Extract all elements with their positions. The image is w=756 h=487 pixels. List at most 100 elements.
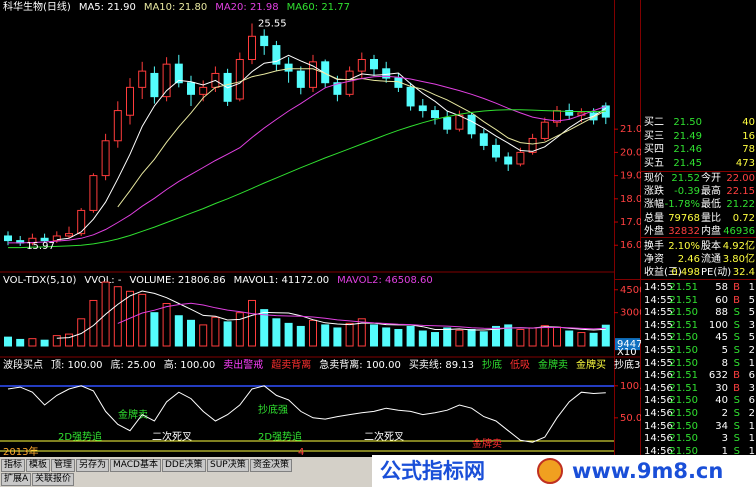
- quote-cell: 632: [708, 370, 728, 382]
- trade-row: 14:55 21.51 58 B 1: [641, 281, 756, 294]
- tab[interactable]: 另存为: [76, 459, 110, 472]
- y-tick-label: 100.0: [620, 381, 641, 392]
- header-text: MA60: 21.77: [287, 2, 350, 13]
- volume-bar: [150, 312, 159, 347]
- unit-label: X10: [617, 347, 637, 358]
- tab[interactable]: 模板: [26, 459, 51, 472]
- volume-bar: [52, 335, 61, 347]
- quote-cell: 涨幅: [644, 199, 664, 211]
- volume-bar: [4, 336, 12, 347]
- bid-row: 买四 21.46 78: [641, 143, 756, 156]
- quote-cell: S: [733, 319, 740, 331]
- quote-cell: 1: [748, 282, 755, 293]
- quote-cell: B: [733, 294, 740, 306]
- tab[interactable]: 资金决策: [250, 459, 293, 472]
- header-text: 抄底: [482, 358, 502, 371]
- tab[interactable]: DDE决策: [162, 459, 206, 472]
- candle-body: [138, 70, 147, 88]
- quote-cell: 21.50: [669, 357, 698, 369]
- volume-bar: [516, 328, 525, 347]
- quote-cell: 21.50: [669, 420, 698, 432]
- volume-bar: [235, 312, 244, 347]
- quote-cell: 6: [748, 395, 755, 407]
- quote-cell: 21.51: [669, 294, 698, 306]
- volume-bar: [40, 339, 49, 347]
- y-tick-label: 21.00: [620, 124, 641, 135]
- quote-cell: 买三: [644, 130, 664, 142]
- volume-bar: [479, 331, 488, 347]
- quote-cell: S: [733, 332, 740, 344]
- quote-cell: S: [733, 395, 740, 407]
- quote-cell: 21.50: [669, 445, 698, 457]
- volume-bar: [345, 322, 354, 347]
- bid-row: 买三 21.49 16: [641, 130, 756, 143]
- quote-cell: 2: [748, 345, 755, 356]
- quote-cell: 5: [748, 307, 755, 319]
- quote-cell: 88: [715, 307, 728, 319]
- quote-cell: 股本: [701, 241, 721, 252]
- candle-body: [479, 133, 488, 146]
- quote-cell: 最高: [701, 186, 721, 198]
- candle-body: [150, 72, 159, 98]
- quote-cell: 21.46: [673, 144, 702, 155]
- quote-cell: 14:55: [644, 332, 673, 344]
- signal-label: 二次死叉: [364, 430, 404, 443]
- quote-cell: S: [733, 357, 740, 369]
- ma-line: [8, 109, 606, 249]
- watermark-url: www.9m8.cn: [572, 459, 723, 483]
- volume-bar: [589, 332, 598, 347]
- quote-cell: S: [733, 433, 740, 445]
- header-text: VVOL: -: [84, 275, 121, 286]
- watermark-bg: [372, 455, 756, 487]
- tab[interactable]: SUP决策: [207, 459, 249, 472]
- quote-cell: 58: [715, 282, 728, 293]
- quote-cell: 45: [715, 332, 728, 344]
- quote-cell: 40: [742, 117, 755, 128]
- quote-cell: 14:56: [644, 370, 673, 382]
- volume-bar: [333, 327, 342, 347]
- ma-line: [117, 302, 606, 330]
- candle-body: [467, 114, 476, 135]
- volume-bar: [431, 332, 439, 347]
- header-text: MAVOL1: 41172.00: [234, 275, 330, 286]
- quote-cell: 21.51: [669, 282, 698, 293]
- tab[interactable]: 关联报价: [32, 473, 75, 486]
- quote-cell: 21.50: [669, 433, 698, 445]
- header-text: 顶: 100.00: [51, 359, 103, 371]
- volume-bar: [89, 299, 98, 347]
- volume-bar: [553, 326, 561, 347]
- quote-cell: 21.50: [669, 345, 698, 356]
- y-tick-label: 19.00: [620, 171, 641, 182]
- tab[interactable]: 管理: [51, 459, 76, 472]
- candle-body: [89, 175, 98, 211]
- volume-bar: [382, 327, 391, 347]
- separator: [614, 279, 756, 280]
- volume-bar: [211, 316, 220, 347]
- tab[interactable]: 指标: [1, 459, 26, 472]
- trade-row: 14:56 21.50 34 S 1: [641, 420, 756, 433]
- quote-cell: S: [733, 408, 740, 419]
- quote-cell: 34: [715, 420, 728, 432]
- trade-row: 14:55 21.50 88 S 5: [641, 306, 756, 319]
- volume-bar: [394, 328, 403, 347]
- volume-bar: [138, 293, 147, 347]
- quote-cell: 16: [742, 130, 755, 142]
- quote-cell: 1: [748, 445, 755, 457]
- volume-bar: [601, 324, 610, 347]
- quote-cell: 14:56: [644, 433, 673, 445]
- tab[interactable]: 扩展A: [1, 473, 32, 486]
- quote-cell: 今开: [701, 173, 721, 184]
- y-tick-label: 17.00: [620, 217, 641, 228]
- candle-body: [382, 68, 391, 79]
- indicator-line: [7, 385, 606, 443]
- quote-cell: 21.45: [673, 157, 702, 169]
- volume-bar: [199, 324, 208, 347]
- y-tick-label: 18.00: [620, 194, 641, 205]
- y-tick-label: 30000: [620, 308, 641, 319]
- tab[interactable]: MACD基本: [110, 459, 161, 472]
- stat-row: 收益(三) 0.498 PE(动) 32.4: [641, 266, 756, 279]
- quote-cell: 1: [748, 433, 755, 445]
- quote-cell: 21.51: [669, 319, 698, 331]
- quote-cell: 14:56: [644, 408, 673, 419]
